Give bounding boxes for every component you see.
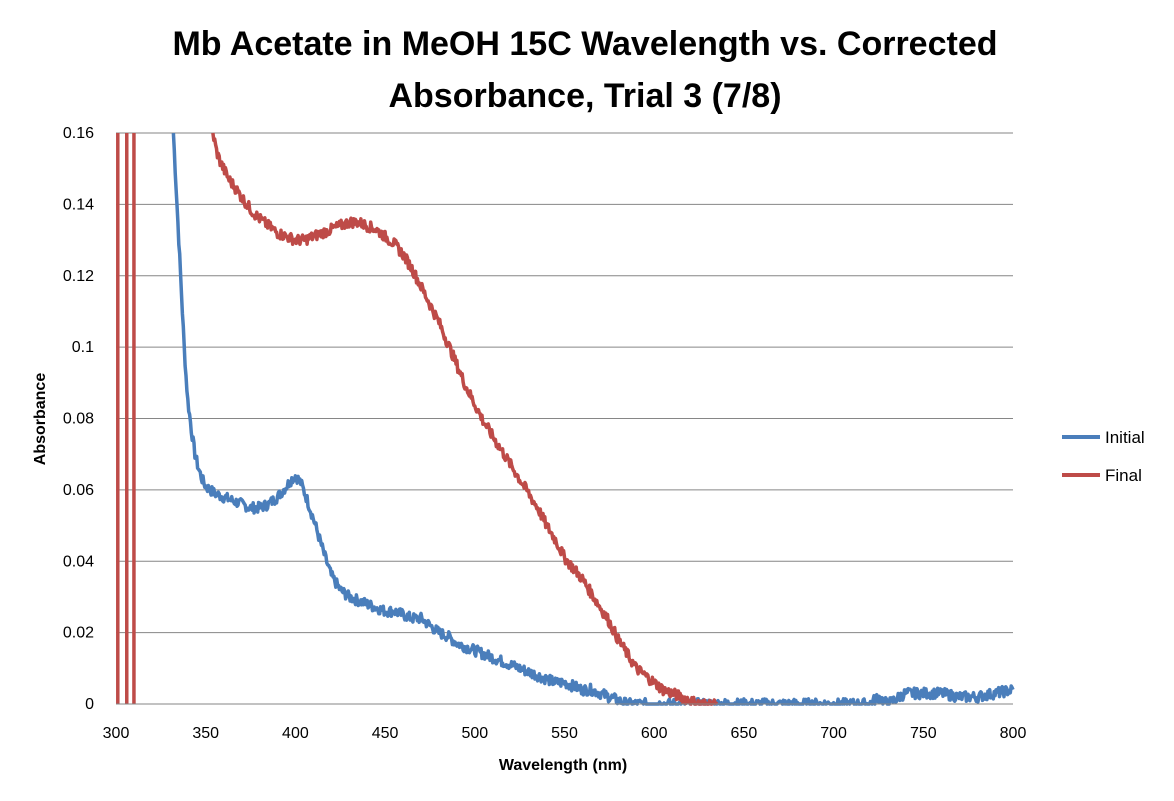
x-tick-label: 800	[1000, 725, 1027, 742]
chart-title: Mb Acetate in MeOH 15C Wavelength vs. Co…	[172, 25, 998, 115]
y-tick-label: 0.08	[63, 411, 94, 428]
x-tick-label: 350	[192, 725, 219, 742]
x-tick-label: 300	[103, 725, 130, 742]
y-tick-label: 0.06	[63, 482, 94, 499]
y-tick-label: 0.12	[63, 268, 94, 285]
gridlines	[116, 132, 1013, 634]
series-line-initial	[171, 133, 1015, 706]
y-tick-label: 0.02	[63, 625, 94, 642]
y-tick-label: 0.04	[63, 553, 94, 570]
x-tick-label: 550	[551, 725, 578, 742]
series-line-final	[211, 132, 719, 706]
y-tick-label: 0.1	[72, 339, 94, 356]
x-tick-label: 650	[731, 725, 758, 742]
y-tick-label: 0.16	[63, 125, 94, 142]
x-tick-label: 700	[820, 725, 847, 742]
x-tick-label: 600	[641, 725, 668, 742]
series-layer	[116, 132, 1015, 706]
x-tick-label: 750	[910, 725, 937, 742]
x-tick-label: 400	[282, 725, 309, 742]
x-tick-label: 500	[461, 725, 488, 742]
tick-labels: 0 0.02 0.04 0.06 0.08 0.1 0.12 0.14 0.16 300 350 40…	[63, 125, 1027, 742]
y-axis-title: Absorbance	[32, 373, 49, 466]
x-axis-title: Wavelength (nm)	[499, 757, 627, 774]
legend-label-initial: Initial	[1105, 428, 1145, 447]
legend-label-final: Final	[1105, 466, 1142, 485]
legend: Initial Final	[1062, 428, 1145, 485]
x-tick-label: 450	[372, 725, 399, 742]
y-tick-label: 0.14	[63, 196, 94, 213]
y-tick-label: 0	[85, 696, 94, 713]
